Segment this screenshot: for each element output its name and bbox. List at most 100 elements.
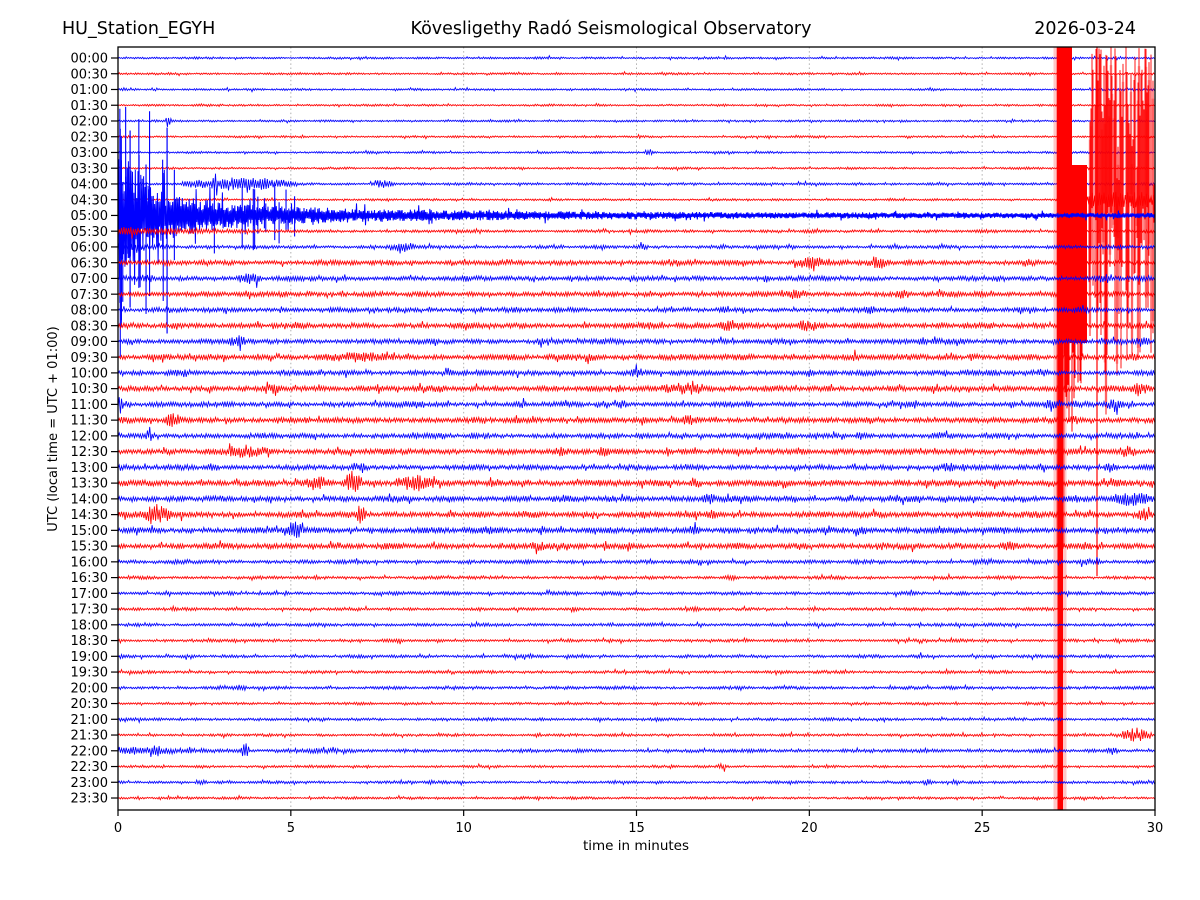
- y-tick-label: 01:30: [71, 99, 108, 114]
- seismic-trace: [117, 715, 1155, 725]
- trace-row-13:00: [117, 462, 1156, 473]
- station-title: HU_Station_EGYH: [62, 19, 215, 39]
- seismic-trace: [117, 636, 1155, 645]
- seismic-trace: [117, 397, 1155, 415]
- seismic-trace: [117, 159, 1156, 288]
- trace-row-09:30: [117, 349, 1156, 365]
- seismic-trace: [117, 470, 1156, 492]
- trace-row-17:30: [117, 604, 1155, 614]
- trace-row-15:00: [117, 521, 1156, 538]
- seismic-trace: [117, 289, 1155, 300]
- y-tick-label: 18:00: [71, 618, 108, 633]
- trace-row-03:30: [117, 165, 1155, 172]
- seismic-trace: [117, 117, 1155, 127]
- trace-row-04:00: [117, 173, 1155, 196]
- trace-row-22:00: [117, 743, 1155, 757]
- seismic-trace: [117, 191, 1156, 215]
- y-tick-label: 03:30: [71, 162, 108, 177]
- x-tick-label: 15: [628, 821, 645, 836]
- seismic-trace: [117, 320, 1155, 332]
- seismic-trace: [117, 727, 1155, 742]
- seismic-trace: [117, 54, 1155, 62]
- y-tick-label: 09:30: [71, 351, 108, 366]
- y-tick-label: 19:30: [71, 666, 108, 681]
- trace-row-02:00: [117, 117, 1155, 127]
- seismic-trace: [117, 762, 1155, 772]
- date-title: 2026-03-24: [1034, 19, 1136, 39]
- y-tick-label: 20:00: [71, 681, 108, 696]
- seismic-trace: [117, 273, 1155, 288]
- y-tick-label: 23:00: [71, 776, 108, 791]
- y-tick-label: 06:30: [71, 256, 108, 271]
- trace-row-21:30: [117, 727, 1155, 742]
- seismic-trace: [117, 778, 1155, 787]
- seismic-trace: [117, 256, 1155, 272]
- y-tick-label: 00:30: [71, 67, 108, 82]
- y-tick-label: 17:30: [71, 603, 108, 618]
- trace-row-08:30: [117, 320, 1155, 332]
- trace-row-12:30: [117, 443, 1155, 458]
- seismic-trace: [117, 521, 1156, 538]
- y-tick-label: 04:00: [71, 178, 108, 193]
- y-tick-label: 20:30: [71, 697, 108, 712]
- y-tick-label: 10:30: [71, 382, 108, 397]
- trace-row-19:30: [117, 667, 1155, 677]
- seismic-trace: [117, 426, 1155, 442]
- trace-row-13:30: [117, 470, 1156, 492]
- seismic-trace: [117, 652, 1155, 662]
- y-tick-label: 07:00: [71, 272, 108, 287]
- y-tick-label: 13:30: [71, 477, 108, 492]
- gridlines: [290, 47, 983, 810]
- trace-row-01:30: [117, 102, 1155, 108]
- x-tick-label: 30: [1147, 821, 1164, 836]
- x-tick-label: 0: [114, 821, 122, 836]
- seismic-trace: [117, 588, 1155, 599]
- x-tick-label: 25: [974, 821, 991, 836]
- y-tick-label: 05:00: [71, 209, 108, 224]
- seismic-trace: [117, 540, 1156, 555]
- y-tick-label: 21:00: [71, 713, 108, 728]
- seismic-trace: [117, 165, 1155, 172]
- y-tick-label: 22:00: [71, 744, 108, 759]
- trace-row-10:30: [117, 380, 1155, 397]
- trace-row-00:30: [117, 70, 1155, 77]
- trace-row-22:30: [117, 762, 1155, 772]
- trace-row-18:30: [117, 636, 1155, 645]
- seismic-trace: [117, 349, 1156, 365]
- y-tick-label: 18:30: [71, 634, 108, 649]
- trace-row-00:00: [117, 54, 1155, 62]
- seismic-trace: [117, 148, 1155, 157]
- y-tick-label: 17:00: [71, 587, 108, 602]
- trace-row-21:00: [117, 715, 1155, 725]
- trace-row-12:00: [117, 426, 1155, 442]
- seismic-trace: [117, 86, 1155, 93]
- trace-row-06:00: [117, 242, 1155, 254]
- x-tick-label: 20: [801, 821, 818, 836]
- y-tick-label: 06:00: [71, 241, 108, 256]
- y-tick-label: 16:00: [71, 555, 108, 570]
- y-tick-label: 02:30: [71, 130, 108, 145]
- seismic-trace: [117, 503, 1155, 525]
- trace-row-10:00: [117, 364, 1156, 378]
- plot-content: 0 5 10 15 20 25 30 00:0000:3001:0001:3002:0002:…: [71, 46, 1164, 836]
- y-tick-label: 08:30: [71, 319, 108, 334]
- trace-row-03:00: [117, 148, 1155, 157]
- y-tick-label: 15:00: [71, 524, 108, 539]
- seismic-trace: [117, 492, 1156, 506]
- trace-row-19:00: [117, 652, 1155, 662]
- y-tick-label: 10:00: [71, 367, 108, 382]
- y-tick-label: 22:30: [71, 760, 108, 775]
- seismic-trace: [117, 557, 1155, 567]
- x-axis-label: time in minutes: [583, 838, 689, 854]
- y-tick-label: 15:30: [71, 540, 108, 555]
- seismic-trace: [117, 364, 1156, 378]
- y-tick-label: 08:00: [71, 304, 108, 319]
- seismic-trace: [117, 133, 1155, 140]
- trace-row-07:30: [117, 289, 1155, 300]
- seismic-trace: [117, 173, 1155, 196]
- trace-row-06:30: [117, 256, 1155, 272]
- axis-ticks: 0 5 10 15 20 25 30 00:0000:3001:0001:3002:0002:…: [71, 52, 1164, 836]
- seismic-trace: [117, 242, 1155, 254]
